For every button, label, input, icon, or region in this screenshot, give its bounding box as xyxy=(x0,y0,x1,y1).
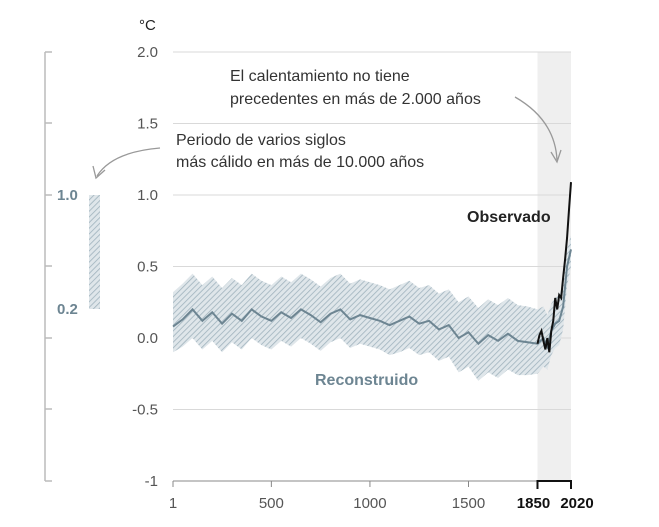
y-tick-label: 0.0 xyxy=(137,330,158,347)
unit-label: °C xyxy=(139,17,156,34)
reconstructed-uncertainty-band xyxy=(173,235,571,381)
y-axis-ticks: 2.0 1.5 1.0 0.5 0.0 -0.5 -1 xyxy=(132,44,158,490)
observed-line xyxy=(536,182,572,353)
x-axis: 1 500 1000 1500 1850 2020 xyxy=(169,480,594,512)
y-tick-label: -1 xyxy=(145,473,158,490)
annotation-line-2: precedentes en más de 2.000 años xyxy=(230,91,481,108)
period-bracket xyxy=(536,480,572,489)
x-tick-label: 1500 xyxy=(452,495,485,512)
y-tick-label: 0.5 xyxy=(137,259,158,276)
grid-lines xyxy=(173,51,571,410)
side-axis: 1.0 0.2 xyxy=(44,51,100,482)
series-label-reconstructed: Reconstruido xyxy=(315,372,418,389)
arrowhead-left xyxy=(92,165,106,180)
x-tick-label: 500 xyxy=(259,495,284,512)
side-range-bar xyxy=(89,195,100,309)
annotation-line-3: Periodo de varios siglos xyxy=(176,132,346,149)
x-tick-label: 1000 xyxy=(353,495,386,512)
series-label-observed: Observado xyxy=(467,209,551,226)
side-tick-bottom: 0.2 xyxy=(57,301,78,318)
reconstructed-line xyxy=(172,249,572,350)
y-tick-label: -0.5 xyxy=(132,402,158,419)
annotation-line-4: más cálido en más de 10.000 años xyxy=(176,154,424,171)
x-tick-label-bold: 2020 xyxy=(560,495,593,512)
side-tick-top: 1.0 xyxy=(57,187,78,204)
annotation-arrow-right xyxy=(514,96,558,161)
y-tick-label: 1.5 xyxy=(137,116,158,133)
annotation-line-1: El calentamiento no tiene xyxy=(230,68,410,85)
x-tick-label-bold: 1850 xyxy=(517,495,550,512)
y-tick-label: 1.0 xyxy=(137,187,158,204)
x-tick-label: 1 xyxy=(169,495,177,512)
y-tick-label: 2.0 xyxy=(137,44,158,61)
arrowhead-right xyxy=(550,149,562,164)
annotation-arrow-left xyxy=(96,147,161,177)
